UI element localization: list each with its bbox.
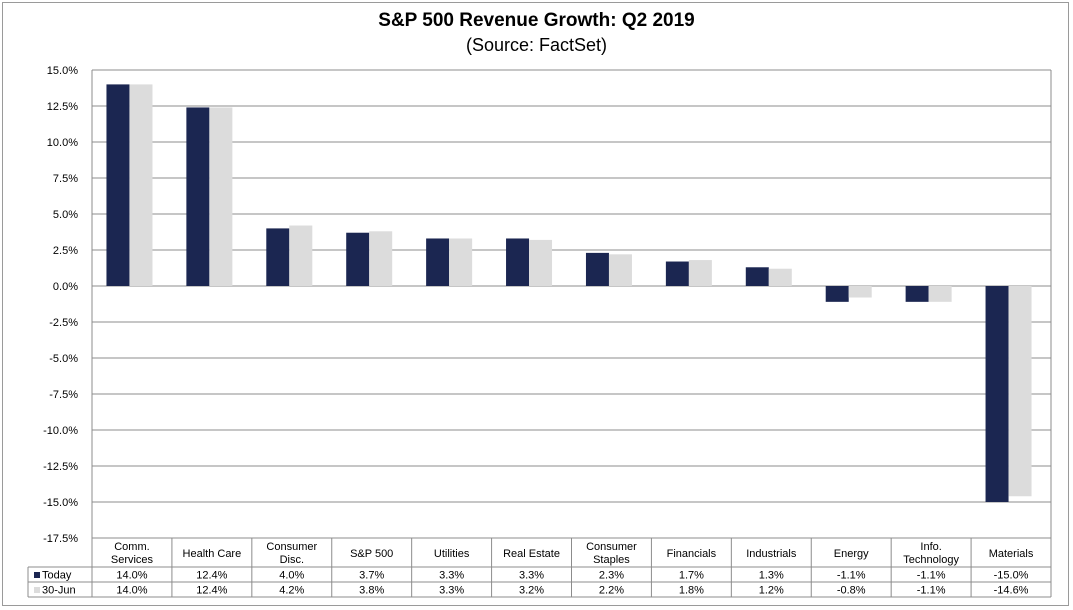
bar-30-jun-4 <box>449 238 473 286</box>
y-tick-label: 15.0% <box>47 65 78 77</box>
category-label: Technology <box>903 554 959 566</box>
category-label: Disc. <box>280 554 304 566</box>
bar-today-1 <box>186 107 210 286</box>
bar-today-9 <box>825 286 849 302</box>
chart-title: S&P 500 Revenue Growth: Q2 2019 <box>378 10 695 31</box>
table-value: 1.8% <box>679 585 704 597</box>
legend-label: Today <box>42 570 72 582</box>
table-value: 3.8% <box>359 585 384 597</box>
table-value: 3.7% <box>359 570 384 582</box>
bar-30-jun-0 <box>129 84 153 287</box>
y-tick-label: 0.0% <box>53 281 78 293</box>
bar-30-jun-7 <box>688 260 712 286</box>
category-label: Real Estate <box>503 548 560 560</box>
table-value: 12.4% <box>196 570 227 582</box>
category-label: Utilities <box>434 548 470 560</box>
bar-30-jun-5 <box>529 239 553 286</box>
table-value: 2.2% <box>599 585 624 597</box>
bar-today-8 <box>745 267 769 286</box>
category-label: Consumer <box>586 541 637 553</box>
category-label: S&P 500 <box>350 548 393 560</box>
table-value: -14.6% <box>994 585 1029 597</box>
category-label: Info. <box>920 541 941 553</box>
category-label: Industrials <box>746 548 797 560</box>
table-value: 1.3% <box>759 570 784 582</box>
category-label: Financials <box>667 548 717 560</box>
category-label: Comm. <box>114 541 149 553</box>
table-value: -1.1% <box>917 585 946 597</box>
y-tick-label: -5.0% <box>49 353 78 365</box>
bar-30-jun-8 <box>768 268 792 286</box>
table-value: 2.3% <box>599 570 624 582</box>
bar-30-jun-6 <box>608 254 632 286</box>
bar-today-10 <box>905 286 929 302</box>
bar-today-6 <box>585 252 609 286</box>
table-value: 3.3% <box>519 570 544 582</box>
category-label: Health Care <box>183 548 242 560</box>
table-value: 3.3% <box>439 570 464 582</box>
bar-today-2 <box>266 228 290 286</box>
table-value: 4.2% <box>279 585 304 597</box>
y-tick-label: 12.5% <box>47 101 78 113</box>
legend-swatch <box>34 587 40 593</box>
y-tick-label: -12.5% <box>43 461 78 473</box>
bar-today-7 <box>665 261 689 286</box>
table-value: 12.4% <box>196 585 227 597</box>
legend-label: 30-Jun <box>42 585 76 597</box>
table-value: 1.7% <box>679 570 704 582</box>
table-value: 4.0% <box>279 570 304 582</box>
bar-30-jun-11 <box>1008 286 1032 497</box>
table-value: -15.0% <box>994 570 1029 582</box>
chart-subtitle: (Source: FactSet) <box>465 35 608 55</box>
table-value: -0.8% <box>837 585 866 597</box>
bar-30-jun-10 <box>928 286 952 302</box>
category-label: Materials <box>989 548 1034 560</box>
table-value: -1.1% <box>917 570 946 582</box>
y-tick-label: -10.0% <box>43 425 78 437</box>
bar-30-jun-3 <box>369 231 393 286</box>
bar-today-3 <box>346 232 370 286</box>
bar-today-11 <box>985 286 1009 502</box>
y-tick-label: -7.5% <box>49 389 78 401</box>
table-value: 3.3% <box>439 585 464 597</box>
category-label: Consumer <box>266 541 317 553</box>
y-tick-label: 5.0% <box>53 209 78 221</box>
category-label: Staples <box>593 554 630 566</box>
bar-30-jun-9 <box>848 286 872 298</box>
y-tick-label: 7.5% <box>53 173 78 185</box>
y-tick-label: -17.5% <box>43 533 78 545</box>
table-value: 14.0% <box>116 570 147 582</box>
legend-swatch <box>34 572 40 578</box>
y-tick-label: -2.5% <box>49 317 78 329</box>
bar-today-0 <box>106 84 130 287</box>
y-tick-label: -15.0% <box>43 497 78 509</box>
table-value: 1.2% <box>759 585 784 597</box>
y-tick-label: 2.5% <box>53 245 78 257</box>
table-value: 14.0% <box>116 585 147 597</box>
category-label: Energy <box>834 548 869 560</box>
table-value: 3.2% <box>519 585 544 597</box>
category-label: Services <box>111 554 154 566</box>
bar-30-jun-1 <box>209 107 233 286</box>
table-value: -1.1% <box>837 570 866 582</box>
y-tick-label: 10.0% <box>47 137 78 149</box>
bar-today-4 <box>426 238 450 286</box>
bar-today-5 <box>506 238 530 286</box>
bar-30-jun-2 <box>289 225 313 286</box>
